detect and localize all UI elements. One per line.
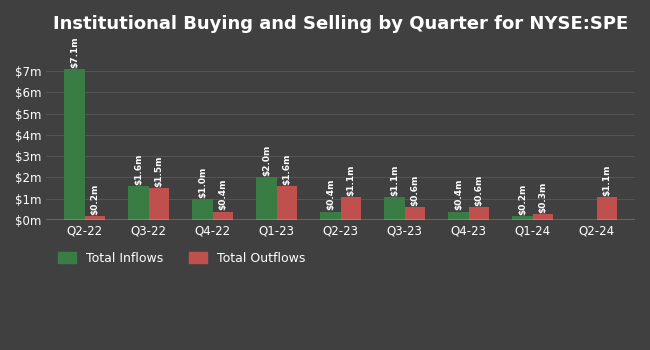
Bar: [213, 211, 233, 220]
Text: $0.2m: $0.2m: [518, 183, 527, 215]
Text: $1.6m: $1.6m: [283, 153, 291, 185]
Text: $2.0m: $2.0m: [262, 145, 271, 176]
Text: $0.6m: $0.6m: [410, 175, 419, 206]
Text: $1.6m: $1.6m: [134, 153, 143, 185]
Bar: [256, 177, 277, 220]
Bar: [448, 211, 469, 220]
Bar: [320, 211, 341, 220]
Text: $0.4m: $0.4m: [326, 179, 335, 210]
Bar: [405, 207, 425, 220]
Bar: [384, 197, 405, 220]
Text: $0.4m: $0.4m: [218, 179, 227, 210]
Text: $0.3m: $0.3m: [538, 181, 547, 212]
Text: $1.0m: $1.0m: [198, 166, 207, 198]
Bar: [469, 207, 489, 220]
Legend: Total Inflows, Total Outflows: Total Inflows, Total Outflows: [53, 246, 311, 270]
Bar: [277, 186, 297, 220]
Bar: [149, 188, 169, 220]
Text: $1.5m: $1.5m: [155, 155, 163, 187]
Bar: [64, 69, 84, 220]
Bar: [532, 214, 553, 220]
Text: $0.6m: $0.6m: [474, 175, 484, 206]
Bar: [512, 216, 532, 220]
Bar: [128, 186, 149, 220]
Text: $7.1m: $7.1m: [70, 36, 79, 68]
Text: $1.1m: $1.1m: [346, 164, 356, 196]
Bar: [341, 197, 361, 220]
Bar: [597, 197, 617, 220]
Text: $1.1m: $1.1m: [603, 164, 612, 196]
Bar: [84, 216, 105, 220]
Bar: [192, 199, 213, 220]
Title: Institutional Buying and Selling by Quarter for NYSE:SPE: Institutional Buying and Selling by Quar…: [53, 15, 629, 33]
Text: $0.4m: $0.4m: [454, 179, 463, 210]
Text: $1.1m: $1.1m: [390, 164, 399, 196]
Text: $0.2m: $0.2m: [90, 183, 99, 215]
